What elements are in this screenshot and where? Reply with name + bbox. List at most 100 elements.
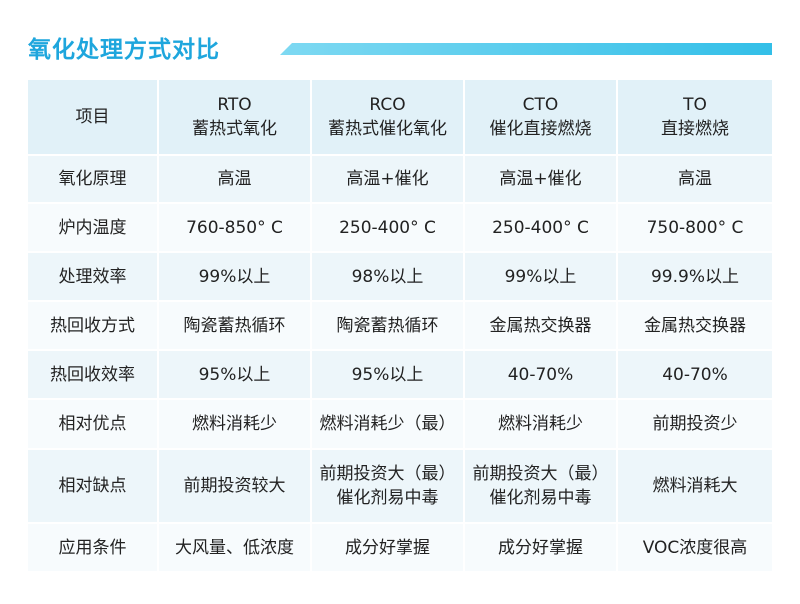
table-row: 热回收效率 95%以上 95%以上 40-70% 40-70% <box>28 350 772 400</box>
cell-line: 760-850° C <box>186 217 283 238</box>
table-cell: 40-70% <box>617 350 772 400</box>
cell-line: 成分好掌握 <box>498 537 583 558</box>
table-cell: 750-800° C <box>617 203 772 253</box>
row-label: 热回收方式 <box>28 301 159 351</box>
table-cell: 燃料消耗少（最） <box>311 399 465 450</box>
table-cell: 陶瓷蓄热循环 <box>158 301 312 351</box>
table-cell: 成分好掌握 <box>464 523 618 573</box>
table-cell: VOC浓度很高 <box>617 523 772 573</box>
cell-line: 高温 <box>678 169 712 189</box>
table-cell: 98%以上 <box>311 252 465 302</box>
cell-line: 燃料消耗少 <box>498 414 583 434</box>
header-line2: 蓄热式催化氧化 <box>328 119 447 139</box>
table-row: 炉内温度 760-850° C 250-400° C 250-400° C 750-80… <box>28 203 772 253</box>
page-title: 氧化处理方式对比 <box>28 37 220 63</box>
cell-line: 燃料消耗大 <box>652 476 738 496</box>
cell-line: 前期投资少 <box>652 414 738 434</box>
row-label: 应用条件 <box>28 523 159 573</box>
header-line2: 催化直接燃烧 <box>489 119 592 139</box>
cell-line: 250-400° C <box>339 217 436 238</box>
cell-line: 99%以上 <box>504 266 577 287</box>
cell-line: 陶瓷蓄热循环 <box>336 315 439 336</box>
table-row: 应用条件 大风量、低浓度 成分好掌握 成分好掌握 VOC浓度很高 <box>28 523 772 573</box>
table-cell: 高温+催化 <box>311 155 465 204</box>
cell-line: 催化剂易中毒 <box>489 488 592 508</box>
comparison-table: 项目 RTO 蓄热式氧化 RCO 蓄热式催化氧化 CTO 催化直接燃烧 TO 直接燃烧 … <box>28 80 772 573</box>
table-row: 氧化原理 高温 高温+催化 高温+催化 高温 <box>28 155 772 204</box>
cell-line: 95%以上 <box>351 364 424 385</box>
table-cell: 燃料消耗少 <box>464 399 618 450</box>
table-cell: 燃料消耗大 <box>617 449 772 524</box>
cell-line: 燃料消耗少（最） <box>319 414 456 434</box>
table-cell: 95%以上 <box>158 350 312 400</box>
row-label: 热回收效率 <box>28 350 159 400</box>
cell-line: 陶瓷蓄热循环 <box>183 315 286 336</box>
row-label: 氧化原理 <box>28 155 159 204</box>
table-cell: 99%以上 <box>464 252 618 302</box>
cell-line: VOC浓度很高 <box>642 537 748 558</box>
cell-line: 98%以上 <box>351 266 424 287</box>
table-cell: 99%以上 <box>158 252 312 302</box>
cell-line: 95%以上 <box>198 364 271 385</box>
cell-line: 金属热交换器 <box>644 315 746 336</box>
table-cell: 高温 <box>158 155 312 204</box>
table-cell: 250-400° C <box>464 203 618 253</box>
table-cell: 金属热交换器 <box>617 301 772 351</box>
cell-line: 高温 <box>217 169 252 189</box>
cell-line: 催化剂易中毒 <box>336 488 439 508</box>
title-decor-bar <box>280 43 772 55</box>
table-cell: 高温 <box>617 155 772 204</box>
table-row: 热回收方式 陶瓷蓄热循环 陶瓷蓄热循环 金属热交换器 金属热交换器 <box>28 301 772 351</box>
header-line1: 项目 <box>75 107 110 127</box>
table-cell: 40-70% <box>464 350 618 400</box>
cell-line: 高温+催化 <box>346 169 429 189</box>
cell-line: 成分好掌握 <box>345 537 430 558</box>
table-cell: 燃料消耗少 <box>158 399 312 450</box>
cell-line: 40-70% <box>662 364 728 385</box>
row-label: 相对缺点 <box>28 449 159 524</box>
table-body: 项目 RTO 蓄热式氧化 RCO 蓄热式催化氧化 CTO 催化直接燃烧 TO 直接燃烧 … <box>28 80 772 573</box>
table-cell: 大风量、低浓度 <box>158 523 312 573</box>
table-row: 相对优点 燃料消耗少 燃料消耗少（最） 燃料消耗少 前期投资少 <box>28 399 772 450</box>
table-cell: 760-850° C <box>158 203 312 253</box>
table-cell: 成分好掌握 <box>311 523 465 573</box>
cell-line: 前期投资较大 <box>183 476 286 496</box>
header-cell: TO 直接燃烧 <box>617 80 772 156</box>
header-cell: CTO 催化直接燃烧 <box>464 80 618 156</box>
cell-line: 大风量、低浓度 <box>175 537 294 558</box>
cell-line: 燃料消耗少 <box>192 414 277 434</box>
cell-line: 250-400° C <box>492 217 589 238</box>
table-cell: 金属热交换器 <box>464 301 618 351</box>
header-cell: RTO 蓄热式氧化 <box>158 80 312 156</box>
row-label: 相对优点 <box>28 399 159 450</box>
table-cell: 250-400° C <box>311 203 465 253</box>
header-line1: RTO <box>217 95 252 115</box>
cell-line: 99.9%以上 <box>650 266 739 287</box>
table-cell: 前期投资少 <box>617 399 772 450</box>
header-cell: RCO 蓄热式催化氧化 <box>311 80 465 156</box>
table-cell: 95%以上 <box>311 350 465 400</box>
table-row: 处理效率 99%以上 98%以上 99%以上 99.9%以上 <box>28 252 772 302</box>
cell-line: 40-70% <box>507 364 574 385</box>
table-cell: 前期投资大（最） 催化剂易中毒 <box>464 449 618 524</box>
header-cell: 项目 <box>28 80 159 156</box>
header-line2: 直接燃烧 <box>661 119 729 139</box>
table-cell: 高温+催化 <box>464 155 618 204</box>
header-line1: TO <box>683 95 707 115</box>
table-cell: 99.9%以上 <box>617 252 772 302</box>
table-cell: 前期投资较大 <box>158 449 312 524</box>
cell-line: 高温+催化 <box>499 169 582 189</box>
table-cell: 前期投资大（最） 催化剂易中毒 <box>311 449 465 524</box>
table-cell: 陶瓷蓄热循环 <box>311 301 465 351</box>
cell-line: 99%以上 <box>198 266 271 287</box>
cell-line: 750-800° C <box>646 217 744 238</box>
table-header-row: 项目 RTO 蓄热式氧化 RCO 蓄热式催化氧化 CTO 催化直接燃烧 TO 直接燃烧 <box>28 80 772 156</box>
cell-line: 前期投资大（最） <box>472 464 609 484</box>
table-row: 相对缺点 前期投资较大 前期投资大（最） 催化剂易中毒 前期投资大（最） 催化剂易中毒 燃料… <box>28 449 772 524</box>
header-line1: RCO <box>369 95 406 115</box>
row-label: 炉内温度 <box>28 203 159 253</box>
row-label: 处理效率 <box>28 252 159 302</box>
cell-line: 金属热交换器 <box>489 315 592 336</box>
cell-line: 前期投资大（最） <box>319 464 456 484</box>
header-line1: CTO <box>522 95 559 115</box>
